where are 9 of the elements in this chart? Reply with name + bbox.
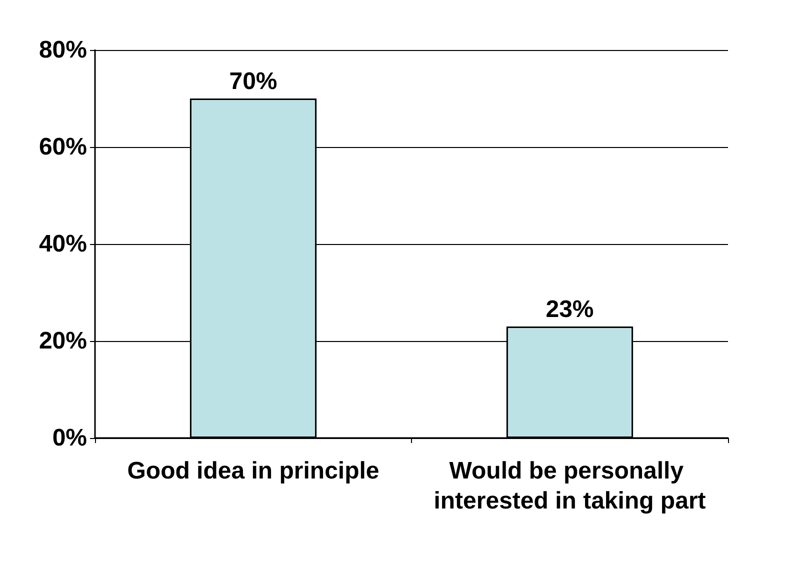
y-tick-label: 0% (52, 424, 87, 452)
data-label: 70% (229, 68, 278, 95)
y-tick-label: 60% (38, 134, 87, 160)
y-tick-label: 40% (38, 230, 87, 258)
x-tick-label: Would be personally interested in taking part (434, 458, 706, 514)
y-tick-label: 20% (38, 328, 87, 354)
y-tick-label: 80% (38, 36, 87, 64)
x-tick-label: Good idea in principle (127, 458, 380, 484)
data-label: 23% (546, 296, 594, 323)
